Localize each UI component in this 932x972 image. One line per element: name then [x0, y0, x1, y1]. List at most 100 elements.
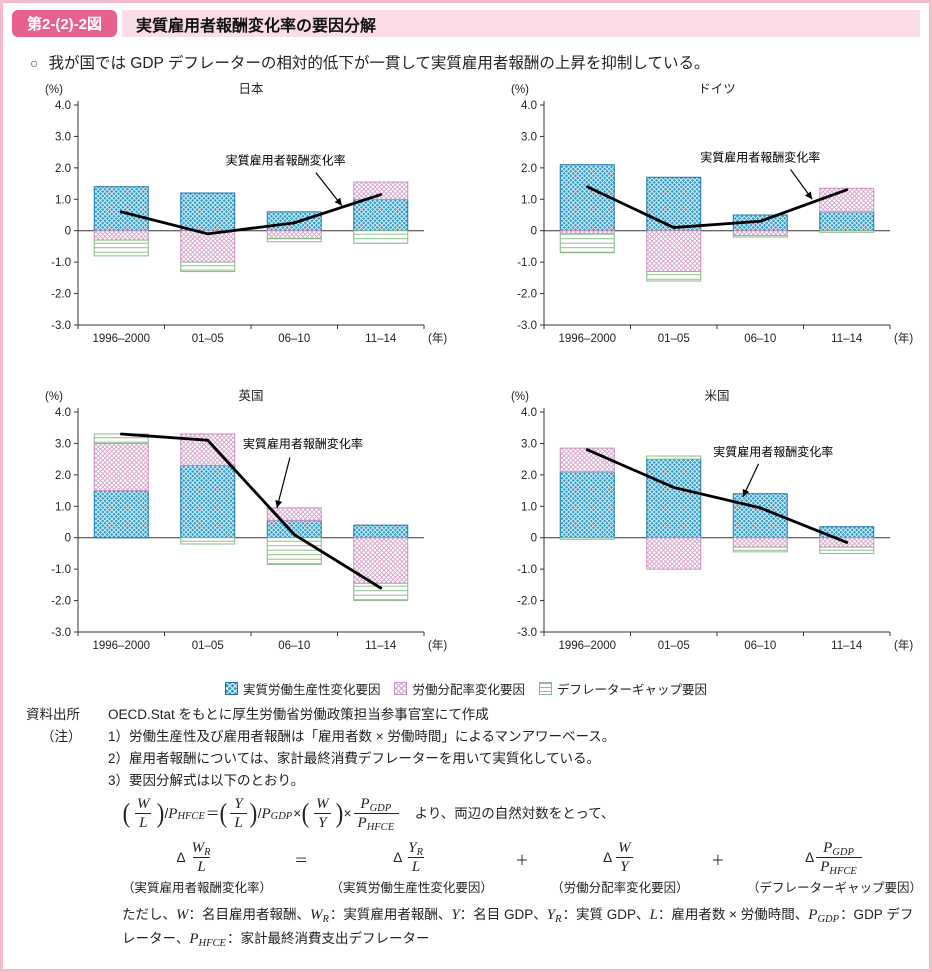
chart-svg: 日本 (%) 4.0 3.0 2.0 1.0 0 -1.0 -2.0 -3.0 実質雇用者報酬変化率…: [45, 82, 447, 345]
chart-uk: 英国 (%) 4.0 3.0 2.0 1.0 0 -1.0 -2.0 -3.0 実質雇用者報酬変化率…: [24, 386, 454, 671]
formula-line2: Δ W R L （実質雇用者報酬変化率）＝ Δ Y R L （実質労働生産性変化要因）＋ Δ W Y （労…: [122, 838, 922, 898]
source-text: OECD.Stat をもとに厚生労働省労働政策担当参事官室にて作成: [108, 707, 489, 722]
y-tick-label: 3.0: [55, 438, 71, 450]
bar-productivity: [180, 464, 236, 539]
bar-labor-share: [180, 230, 236, 263]
bar-deflator-gap: [732, 546, 788, 553]
bar-deflator-gap: [559, 537, 615, 540]
note-item-2: 2）雇用者報酬については、家計最終消費デフレーターを用いて実質化している。: [108, 750, 601, 766]
y-tick-label: -3.0: [51, 627, 71, 639]
bar-labor-share: [646, 230, 702, 273]
y-axis-unit-label: (%): [45, 84, 63, 96]
x-tick-label: 06–10: [744, 640, 776, 652]
y-axis-unit-label: (%): [511, 84, 529, 96]
y-tick-label: -2.0: [517, 289, 537, 301]
bar-deflator-gap: [353, 582, 409, 602]
panel-title: 日本: [238, 82, 264, 96]
chart-svg: 米国 (%) 4.0 3.0 2.0 1.0 0 -1.0 -2.0 -3.0 実質雇用者報酬変化率…: [511, 389, 913, 652]
compensation-line: [119, 193, 383, 236]
x-tick-label: 01–05: [192, 333, 224, 345]
legend-item-labor-share: 労働分配率変化要因: [394, 679, 525, 698]
source-row: 資料出所 OECD.Stat をもとに厚生労働省労働政策担当参事官室にて作成: [26, 704, 914, 726]
y-tick-label: 4.0: [55, 100, 71, 112]
legend-item-deflator-gap: デフレーターギャップ要因: [539, 679, 707, 698]
bar-deflator-gap: [819, 230, 875, 233]
chart-germany: ドイツ (%) 4.0 3.0 2.0 1.0 0 -1.0 -2.0 -3.0 実質雇用者報酬変化…: [490, 79, 920, 364]
x-tick-label: 1996–2000: [92, 640, 150, 652]
notes-section: 資料出所 OECD.Stat をもとに厚生労働省労働政策担当参事官室にて作成 （…: [26, 704, 922, 951]
y-tick-label: -3.0: [517, 627, 537, 639]
y-tick-label: -1.0: [517, 564, 537, 576]
bar-labor-share: [732, 230, 788, 236]
y-tick-label: 2.0: [55, 470, 71, 482]
x-tick-label: 01–05: [192, 640, 224, 652]
bar-productivity: [353, 524, 409, 539]
y-tick-label: 3.0: [521, 131, 537, 143]
summary-text: 我が国では GDP デフレーターの相対的低下が一貫して実質雇用者報酬の上昇を抑制…: [48, 55, 710, 72]
x-tick-label: 1996–2000: [558, 333, 616, 345]
bar-deflator-gap: [266, 238, 322, 243]
bar-labor-share: [732, 537, 788, 548]
chart-svg: ドイツ (%) 4.0 3.0 2.0 1.0 0 -1.0 -2.0 -3.0 実質雇用者報酬変化…: [511, 82, 913, 345]
y-tick-label: 3.0: [55, 131, 71, 143]
y-tick-label: -3.0: [517, 320, 537, 332]
blue-crosshatch-swatch-icon: [224, 682, 238, 695]
bar-labor-share: [819, 187, 875, 213]
pink-crosshatch-swatch-icon: [394, 682, 408, 695]
y-tick-label: -3.0: [51, 320, 71, 332]
annotation-arrow: [315, 172, 343, 206]
circle-bullet-icon: ○: [30, 55, 39, 71]
note-body: 1）労働生産性及び雇用者報酬は「雇用者数 × 労働時間」によるマンアワーベース。…: [108, 726, 922, 951]
bar-productivity: [646, 176, 702, 232]
formula-line1: (W L) / P HFCE ＝ (Y L) / P GDP × (W Y) × P GDP P HFC…: [122, 796, 615, 834]
bar-productivity: [819, 211, 875, 232]
compensation-line: [585, 448, 849, 544]
bar-labor-share: [559, 447, 615, 473]
y-tick-label: 4.0: [521, 100, 537, 112]
x-tick-label: 1996–2000: [558, 640, 616, 652]
bar-productivity: [266, 211, 322, 232]
y-tick-label: 0: [531, 533, 537, 545]
bar-labor-share: [93, 442, 149, 492]
y-tick-label: 1.0: [55, 501, 71, 513]
bar-deflator-gap: [266, 537, 322, 565]
bar-productivity: [93, 186, 149, 232]
x-tick-label: 11–14: [831, 333, 863, 345]
chart-svg: 英国 (%) 4.0 3.0 2.0 1.0 0 -1.0 -2.0 -3.0 実質雇用者報酬変化率…: [45, 389, 447, 652]
note-item-1: 1）労働生産性及び雇用者報酬は「雇用者数 × 労働時間」によるマンアワーベース。: [108, 728, 616, 744]
y-axis-unit-label: (%): [511, 391, 529, 403]
bar-productivity: [559, 471, 615, 539]
formula-term: Δ P GDP P HFCE （デフレーターギャップ要因）: [746, 839, 922, 896]
compensation-line: [119, 432, 383, 590]
formula-term: Δ W Y （労働分配率変化要因）: [551, 839, 689, 896]
y-tick-label: 0: [531, 226, 537, 238]
x-tick-label: 11–14: [831, 640, 863, 652]
figure-number-badge: 第2-(2)-2図: [12, 10, 118, 37]
notes-row: （注） 1）労働生産性及び雇用者報酬は「雇用者数 × 労働時間」によるマンアワー…: [26, 726, 922, 951]
x-tick-label: 06–10: [278, 640, 310, 652]
annotation-label: 実質雇用者報酬変化率: [713, 444, 833, 459]
x-tick-label: 11–14: [365, 640, 397, 652]
annotation-label: 実質雇用者報酬変化率: [226, 153, 346, 168]
x-tick-label: 01–05: [658, 640, 690, 652]
y-tick-label: -2.0: [51, 289, 71, 301]
bar-deflator-gap: [646, 271, 702, 282]
y-tick-label: -1.0: [51, 564, 71, 576]
green-lines-swatch-icon: [539, 682, 552, 695]
bar-deflator-gap: [180, 261, 236, 273]
source-label: 資料出所: [26, 707, 80, 722]
bar-labor-share: [266, 230, 322, 240]
formula-term: Δ W R L （実質雇用者報酬変化率）: [122, 839, 273, 896]
formula-block: (W L) / P HFCE ＝ (Y L) / P GDP × (W Y) × P GDP P HFC…: [122, 795, 922, 951]
bar-labor-share: [266, 507, 322, 521]
x-tick-label: 01–05: [658, 333, 690, 345]
bar-deflator-gap: [819, 546, 875, 554]
y-tick-label: -1.0: [51, 257, 71, 269]
y-tick-label: 0: [65, 533, 71, 545]
bar-productivity: [559, 164, 615, 232]
y-tick-label: 2.0: [521, 163, 537, 175]
figure-title: 実質雇用者報酬変化率の要因分解: [122, 10, 920, 37]
annotation-label: 実質雇用者報酬変化率: [243, 436, 363, 451]
annotation-arrow: [275, 457, 291, 509]
